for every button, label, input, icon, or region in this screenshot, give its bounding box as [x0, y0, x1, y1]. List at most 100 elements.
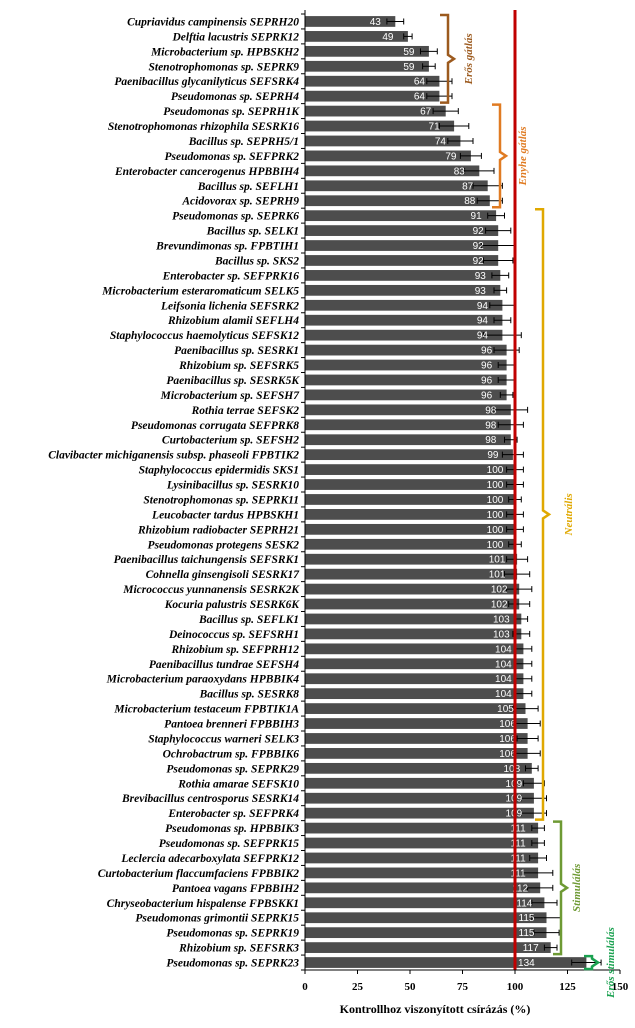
category-label: Pseudomonas sp. SEPRK19 — [166, 928, 299, 940]
category-label: Bacillus sp. SESRK8 — [199, 689, 300, 701]
bar — [305, 195, 490, 207]
data-label: 103 — [493, 629, 510, 640]
bar — [305, 583, 520, 595]
data-label: 98 — [485, 435, 497, 446]
data-label: 98 — [485, 420, 497, 431]
data-label: 59 — [403, 62, 415, 73]
category-label: Ochrobactrum sp. FPBBIK6 — [163, 748, 300, 760]
category-label: Delftia lacustris SEPRK12 — [171, 31, 299, 43]
data-label: 111 — [510, 868, 526, 879]
category-label: Leifsonia lichenia SEFSRK2 — [160, 300, 299, 312]
data-label: 105 — [497, 704, 514, 715]
category-label: Pseudomonas sp. SEPRK23 — [166, 958, 299, 970]
bar — [305, 270, 501, 281]
data-label: 112 — [512, 883, 528, 894]
data-label: 104 — [495, 689, 512, 700]
bar — [305, 494, 515, 505]
bar — [305, 912, 547, 924]
category-label: Kocuria palustris SESRK6K — [164, 599, 301, 611]
category-label: Paenibacillus tundrae SEFSH4 — [149, 659, 299, 671]
bar — [305, 329, 503, 341]
category-label: Bacillus sp. SEPRH5/1 — [188, 136, 299, 148]
group-bracket — [492, 103, 509, 209]
bar — [305, 284, 501, 296]
data-label: 88 — [464, 196, 476, 207]
bar — [305, 628, 522, 640]
bar — [305, 822, 539, 834]
bar — [305, 957, 587, 968]
data-label: 98 — [485, 405, 497, 416]
category-label: Lysinibacillus sp. SESRK10 — [166, 480, 299, 492]
data-label: 64 — [414, 77, 426, 88]
data-label: 87 — [462, 181, 474, 192]
bar — [305, 703, 526, 714]
data-label: 100 — [487, 465, 504, 476]
group-label: Erős gátlás — [463, 33, 475, 85]
bar — [305, 733, 528, 744]
category-label: Clavibacter michiganensis subsp. phaseol… — [48, 450, 299, 462]
data-label: 108 — [503, 764, 520, 775]
category-label: Pseudomonas protegens SESK2 — [148, 539, 300, 551]
x-tick-label: 100 — [507, 981, 524, 993]
category-label: Pseudomonas sp. SEPRK29 — [166, 763, 299, 775]
category-label: Paenibacillus sp. SESRK5K — [166, 375, 300, 387]
data-label: 59 — [403, 47, 415, 58]
category-label: Microbacterium paraoxydans HPBBIK4 — [106, 674, 300, 686]
data-label: 100 — [487, 480, 504, 491]
bar — [305, 404, 511, 416]
data-label: 92 — [473, 256, 485, 267]
bar — [305, 434, 511, 446]
category-label: Staphylococcus warneri SELK3 — [148, 733, 299, 745]
bar — [305, 777, 534, 789]
category-label: Curtobacterium flaccumfaciens FPBBIK2 — [98, 868, 300, 880]
data-label: 111 — [510, 824, 526, 835]
bar — [305, 16, 396, 27]
data-label: 106 — [499, 719, 516, 730]
category-label: Micrococcus yunnanensis SESRK2K — [122, 584, 300, 596]
group-bracket — [553, 820, 570, 956]
data-label: 111 — [510, 853, 526, 864]
category-label: Brevundimonas sp. FPBTIH1 — [155, 241, 299, 253]
bar — [305, 882, 541, 894]
bar — [305, 509, 515, 520]
bar — [305, 449, 513, 461]
data-label: 104 — [495, 674, 512, 685]
category-labels-layer: Cupriavidus campinensis SEPRH20 Delftia l… — [48, 16, 300, 969]
bar — [305, 255, 499, 266]
x-tick-label: 50 — [405, 981, 417, 993]
x-tick-label: 25 — [352, 981, 364, 993]
axes-layer: 0 25 50 75 100 125 150 — [301, 10, 629, 993]
data-label: 106 — [499, 734, 516, 745]
bar — [305, 568, 518, 580]
category-label: Pantoea brenneri FPBBIH3 — [164, 719, 299, 731]
group-bracket — [584, 954, 601, 971]
bar — [305, 464, 515, 475]
bar — [305, 718, 528, 729]
data-label: 100 — [487, 540, 504, 551]
category-label: Pseudomonas sp. SEFPRK15 — [159, 838, 300, 850]
category-label: Pseudomonas corrugata SEFPRK8 — [131, 420, 299, 432]
category-label: Pseudomonas sp. SEPRH4 — [171, 91, 299, 103]
data-label: 111 — [510, 839, 526, 850]
data-label: 100 — [487, 525, 504, 536]
bar — [305, 867, 539, 879]
category-label: Rhizobium radiobacter SEPRH21 — [137, 524, 299, 536]
bar — [305, 643, 524, 655]
data-label: 101 — [489, 555, 506, 566]
data-label: 67 — [420, 107, 432, 118]
category-label: Rothia amarae SEFSK10 — [177, 778, 299, 790]
bar — [305, 90, 440, 102]
bar — [305, 120, 455, 132]
bar — [305, 837, 539, 849]
data-label: 92 — [473, 226, 485, 237]
category-label: Deinococcus sp. SEFSRH1 — [168, 629, 299, 641]
bar — [305, 225, 499, 236]
x-tick-label: 150 — [612, 981, 629, 993]
data-label: 71 — [429, 122, 441, 133]
bar — [305, 897, 545, 909]
data-label: 94 — [477, 316, 489, 327]
category-label: Staphylococcus epidermidis SKS1 — [139, 465, 299, 477]
bar — [305, 598, 520, 610]
category-label: Microbacterium testaceum FPBTIK1A — [113, 704, 299, 716]
